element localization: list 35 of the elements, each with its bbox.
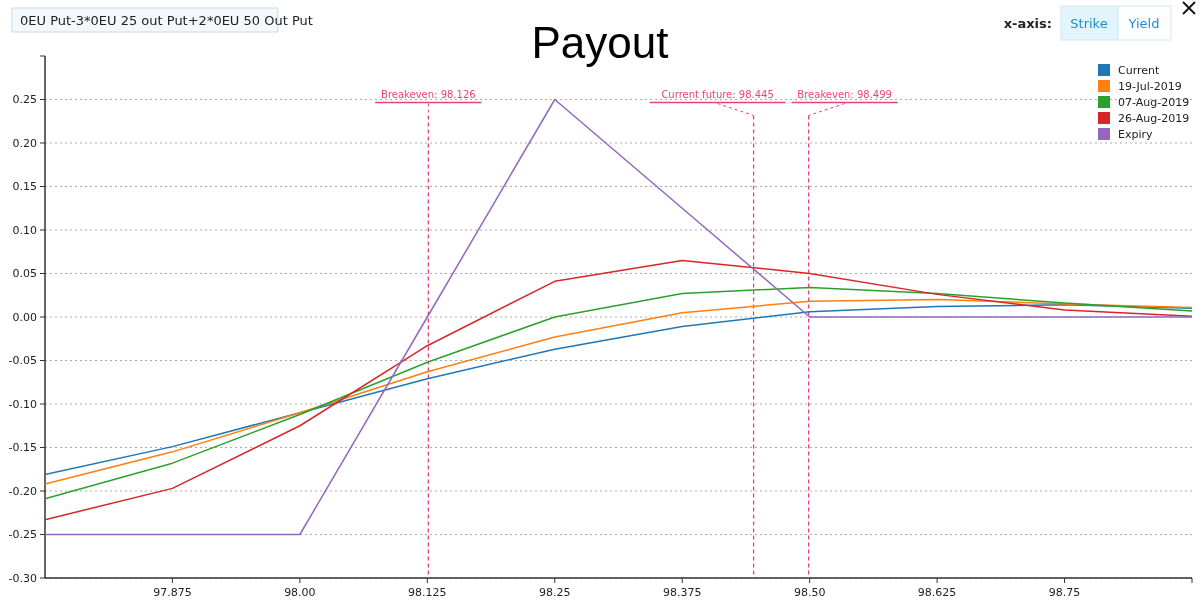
y-tick-label: 0.10 (12, 223, 37, 237)
ref-line-label: Breakeven: 98.499 (797, 88, 892, 100)
x-tick-label: 98.50 (793, 586, 826, 599)
text: Strike (1070, 16, 1108, 31)
text: Yield (1127, 16, 1160, 31)
text: x-axis: (1003, 16, 1052, 31)
x-tick-label: 98.75 (1048, 586, 1081, 599)
y-tick-label: -0.15 (8, 441, 37, 455)
y-tick-label: 0.05 (12, 267, 37, 281)
x-tick-label: 98.25 (539, 586, 571, 599)
ref-line-label: Current future: 98.445 (661, 88, 774, 100)
ref-line-label: Breakeven: 98.126 (381, 88, 476, 100)
y-tick-label: -0.30 (8, 571, 37, 585)
chart-title: Payout (531, 18, 669, 67)
line-series (44, 98, 1193, 536)
legend-label: 07-Aug-2019 (1118, 96, 1190, 109)
y-tick-label: -0.20 (8, 484, 37, 498)
legend-label: Expiry (1118, 128, 1154, 141)
x-tick-label: 98.00 (284, 586, 316, 599)
y-tick-label: 0.00 (12, 310, 37, 324)
line-series (44, 259, 1193, 521)
y-tick-label: -0.25 (8, 528, 37, 542)
x-tick-label: 98.375 (662, 586, 702, 599)
legend-label: 26-Aug-2019 (1118, 112, 1190, 125)
x-tick-label: 98.625 (917, 586, 957, 599)
legend-label: Current (1118, 64, 1160, 77)
y-tick-label: 0.15 (12, 180, 37, 194)
x-tick-label: 98.125 (408, 586, 447, 599)
y-tick-label: 0.20 (12, 136, 37, 150)
x-tick-label: 97.875 (153, 586, 192, 599)
legend-label: 19-Jul-2019 (1118, 80, 1182, 93)
y-tick-label: -0.05 (8, 354, 37, 368)
y-tick-label: -0.10 (8, 397, 37, 411)
text: 0EU Put-3*0EU 25 out Put+2*0EU 50 Out Put (20, 13, 313, 28)
y-tick-label: 0.25 (12, 93, 37, 107)
